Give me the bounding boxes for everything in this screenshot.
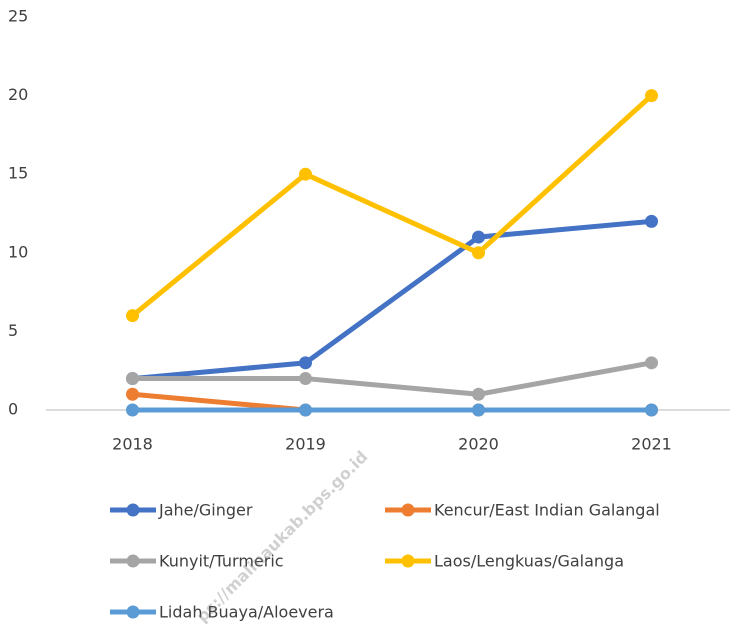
y-tick-label: 25 bbox=[8, 7, 28, 26]
data-point bbox=[299, 167, 312, 181]
data-point bbox=[645, 403, 658, 417]
data-point bbox=[645, 356, 658, 370]
legend-marker bbox=[401, 554, 415, 568]
data-point bbox=[472, 230, 485, 244]
series bbox=[126, 89, 658, 323]
legend-item: Kunyit/Turmeric bbox=[110, 552, 284, 571]
data-point bbox=[299, 372, 312, 386]
legend-marker bbox=[126, 503, 140, 517]
data-point bbox=[645, 214, 658, 228]
legend-item: Kencur/East Indian Galangal bbox=[385, 501, 660, 520]
x-tick-label: 2020 bbox=[458, 435, 499, 454]
y-tick-label: 10 bbox=[8, 242, 28, 261]
data-point bbox=[299, 356, 312, 370]
x-tick-label: 2018 bbox=[112, 435, 153, 454]
data-point bbox=[126, 309, 139, 323]
legend-label: Laos/Lengkuas/Galanga bbox=[434, 552, 624, 571]
legend-label: Jahe/Ginger bbox=[158, 501, 253, 520]
series-line bbox=[132, 218, 652, 382]
data-point bbox=[126, 403, 139, 417]
legend-item: Lidah Buaya/Aloevera bbox=[110, 603, 334, 622]
data-point bbox=[472, 387, 485, 401]
y-tick-label: 5 bbox=[8, 321, 18, 340]
legend-label: Kencur/East Indian Galangal bbox=[434, 501, 660, 520]
y-tick-label: 0 bbox=[8, 400, 18, 419]
series-line bbox=[130, 93, 654, 318]
series bbox=[126, 356, 658, 401]
y-tick-label: 20 bbox=[8, 85, 28, 104]
y-tick-label: 15 bbox=[8, 164, 28, 183]
legend-item: Jahe/Ginger bbox=[110, 501, 253, 520]
watermark: ps://malinaukab.bps.go.id bbox=[193, 447, 372, 626]
data-point bbox=[645, 89, 658, 103]
data-point bbox=[126, 387, 139, 401]
data-point bbox=[126, 372, 139, 386]
legend-label: Kunyit/Turmeric bbox=[159, 552, 284, 571]
series-line bbox=[132, 360, 652, 397]
series bbox=[126, 403, 658, 417]
x-tick-label: 2019 bbox=[285, 435, 326, 454]
x-tick-label: 2021 bbox=[631, 435, 672, 454]
series bbox=[126, 214, 658, 386]
legend-marker bbox=[126, 554, 140, 568]
legend-item: Laos/Lengkuas/Galanga bbox=[385, 552, 624, 571]
legend-label: Lidah Buaya/Aloevera bbox=[159, 603, 334, 622]
legend-marker bbox=[401, 503, 415, 517]
data-point bbox=[472, 403, 485, 417]
data-point bbox=[472, 246, 485, 260]
legend-marker bbox=[126, 605, 140, 619]
data-point bbox=[299, 403, 312, 417]
